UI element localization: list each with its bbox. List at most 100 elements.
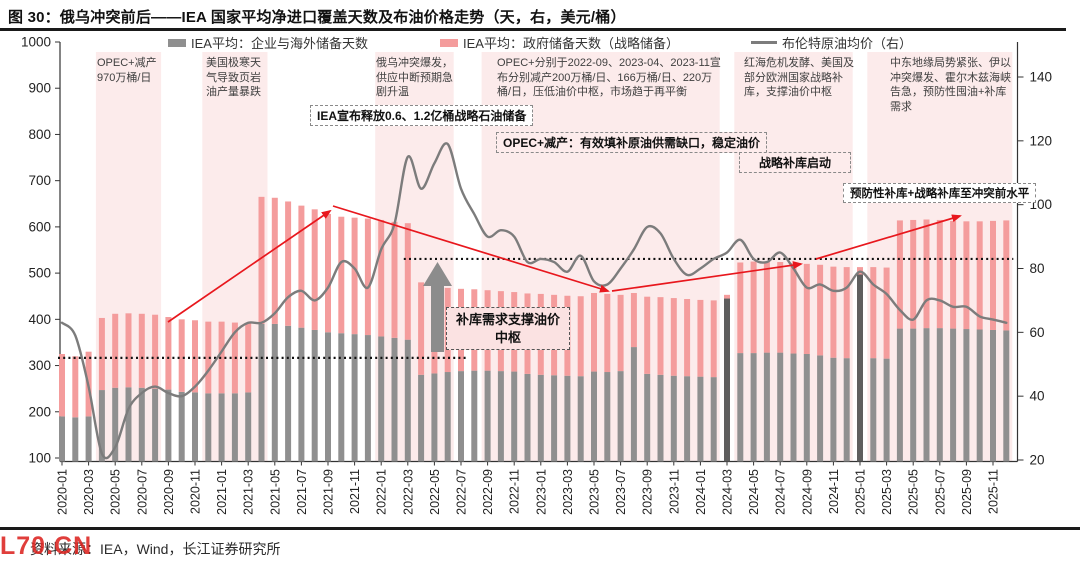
svg-text:140: 140 [1030, 70, 1053, 85]
brent-line-swatch [750, 41, 777, 44]
svg-text:2025-07: 2025-07 [933, 469, 947, 515]
svg-text:2025-09: 2025-09 [960, 469, 974, 515]
bar-government-days [338, 216, 345, 334]
bar-industry-days [72, 417, 79, 462]
svg-text:2022-03: 2022-03 [401, 469, 415, 515]
svg-text:900: 900 [28, 81, 51, 96]
bar-industry-days [311, 329, 318, 462]
bar-government-days [378, 219, 385, 337]
bar-government-days [803, 263, 810, 354]
bar-government-days [923, 219, 930, 329]
bar-industry-days [830, 357, 837, 462]
bar-government-days [285, 201, 292, 326]
svg-text:2022-05: 2022-05 [428, 469, 442, 515]
svg-text:2022-07: 2022-07 [455, 469, 469, 515]
bar-industry-days [404, 339, 411, 462]
bar-industry-days [338, 333, 345, 462]
bar-government-days [976, 221, 983, 330]
bar-industry-days [950, 328, 957, 462]
svg-text:800: 800 [28, 127, 51, 142]
svg-text:2022-01: 2022-01 [375, 469, 389, 515]
bar-industry-days [378, 336, 385, 462]
legend-item-brent-price: 布伦特原油均价（右） [750, 33, 912, 52]
annotation-us-cold-weather: 美国极寒天气导致页岩油产量暴跌 [206, 57, 261, 99]
bar-industry-days [843, 358, 850, 462]
svg-text:2025-05: 2025-05 [907, 469, 921, 515]
bar-government-days [963, 221, 970, 330]
bar-industry-days [85, 416, 92, 462]
bar-government-days [591, 292, 597, 372]
svg-text:2023-11: 2023-11 [667, 469, 681, 514]
svg-text:2020-03: 2020-03 [82, 469, 96, 515]
svg-text:500: 500 [28, 266, 51, 281]
svg-text:2025-11: 2025-11 [987, 469, 1001, 514]
bar-government-days [112, 313, 119, 388]
bar-government-days [883, 267, 890, 359]
bar-industry-days [724, 298, 730, 462]
annotation-russia-ukraine: 俄乌冲突爆发，供应中断预期急剧升温 [376, 57, 453, 99]
svg-text:200: 200 [28, 404, 51, 419]
bar-industry-days [192, 392, 198, 462]
svg-text:2020-05: 2020-05 [109, 469, 123, 515]
callout-precautionary-restock: 预防性补库+战略补库至冲突前水平 [843, 183, 1037, 203]
bar-industry-days [963, 329, 970, 462]
bar-industry-days [364, 335, 371, 462]
bar-industry-days [59, 416, 65, 462]
bar-industry-days [710, 377, 717, 462]
svg-text:20: 20 [1030, 453, 1045, 468]
svg-text:2024-05: 2024-05 [747, 469, 761, 515]
svg-text:2022-11: 2022-11 [508, 469, 522, 514]
bar-industry-days [870, 358, 877, 462]
bar-government-days [258, 196, 265, 324]
svg-text:2024-11: 2024-11 [827, 469, 841, 514]
svg-text:2024-01: 2024-01 [694, 469, 708, 515]
bar-industry-days [790, 353, 797, 462]
bar-government-days [896, 220, 903, 329]
watermark: L70.CN [0, 532, 93, 560]
svg-text:2023-03: 2023-03 [561, 469, 575, 515]
bar-industry-days [990, 329, 996, 462]
bar-industry-days [1003, 330, 1010, 462]
callout-strategic-restock: 战略补库启动 [739, 152, 851, 173]
source-note: 资料来源：IEA，Wind，长江证券研究所 [30, 541, 281, 557]
svg-text:700: 700 [28, 173, 51, 188]
bar-industry-days [591, 371, 597, 462]
svg-text:120: 120 [1030, 133, 1053, 148]
bar-industry-days [298, 327, 305, 462]
bar-government-days [777, 262, 784, 353]
trend-arrows-layer [167, 205, 962, 323]
government-bar-swatch [439, 38, 458, 47]
bar-government-days [391, 221, 398, 338]
svg-text:2020-09: 2020-09 [162, 469, 176, 515]
bar-government-days [737, 262, 744, 354]
bar-industry-days [497, 371, 504, 462]
svg-text:400: 400 [28, 312, 51, 327]
bar-government-days [697, 299, 704, 377]
bar-government-days [125, 313, 132, 388]
annotation-opec-cuts-2022: OPEC+分别于2022-09、2023-04、2023-11宣布分别减产200… [497, 57, 721, 99]
bar-industry-days [152, 388, 159, 462]
svg-text:2020-01: 2020-01 [56, 469, 70, 515]
bar-industry-days [245, 392, 252, 462]
svg-text:60: 60 [1030, 325, 1045, 340]
page-title: 图 30：俄乌冲突前后——IEA 国家平均净进口覆盖天数及布油价格走势（天，右，… [8, 9, 626, 26]
bar-industry-days [803, 354, 810, 462]
svg-text:2021-01: 2021-01 [215, 469, 229, 515]
svg-text:1000: 1000 [21, 35, 51, 50]
annotation-opec-cut-2020: OPEC+减产970万桶/日 [97, 57, 157, 84]
bar-government-days [790, 262, 797, 354]
bar-government-days [364, 218, 371, 336]
bar-industry-days [285, 325, 292, 462]
bar-industry-days [883, 358, 890, 462]
bar-government-days [418, 282, 425, 375]
bar-industry-days [817, 355, 824, 462]
bar-government-days [59, 354, 65, 417]
bar-government-days [670, 298, 677, 376]
bar-industry-days [697, 376, 704, 462]
bar-industry-days [138, 387, 145, 462]
bar-industry-days [218, 393, 225, 462]
bar-industry-days [165, 389, 172, 462]
bar-industry-days [471, 370, 478, 462]
bar-government-days [351, 217, 358, 335]
bar-government-days [763, 261, 770, 353]
